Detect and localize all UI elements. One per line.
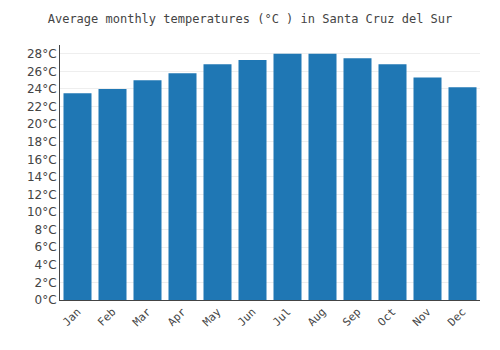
svg-text:May: May bbox=[200, 305, 224, 329]
svg-text:Oct: Oct bbox=[375, 306, 398, 329]
svg-text:Nov: Nov bbox=[410, 305, 434, 329]
svg-text:26°C: 26°C bbox=[27, 65, 57, 79]
svg-text:Jun: Jun bbox=[235, 306, 258, 329]
svg-text:Dec: Dec bbox=[445, 306, 468, 329]
svg-text:Jul: Jul bbox=[270, 306, 293, 329]
svg-text:24°C: 24°C bbox=[27, 82, 57, 96]
svg-text:20°C: 20°C bbox=[27, 117, 57, 131]
svg-text:Average monthly temperatures (: Average monthly temperatures (°C ) in Sa… bbox=[48, 12, 453, 26]
svg-text:Aug: Aug bbox=[305, 306, 328, 329]
svg-text:8°C: 8°C bbox=[35, 223, 57, 237]
svg-text:Jan: Jan bbox=[60, 306, 83, 329]
svg-text:2°C: 2°C bbox=[35, 276, 57, 290]
svg-text:Apr: Apr bbox=[165, 305, 189, 329]
svg-text:10°C: 10°C bbox=[27, 205, 57, 219]
svg-text:16°C: 16°C bbox=[27, 153, 57, 167]
svg-text:Feb: Feb bbox=[95, 306, 118, 329]
svg-text:6°C: 6°C bbox=[35, 240, 57, 254]
svg-text:22°C: 22°C bbox=[27, 100, 57, 114]
svg-text:Sep: Sep bbox=[340, 306, 363, 329]
svg-text:4°C: 4°C bbox=[35, 258, 57, 272]
svg-text:12°C: 12°C bbox=[27, 188, 57, 202]
svg-text:14°C: 14°C bbox=[27, 170, 57, 184]
svg-text:Mar: Mar bbox=[130, 305, 154, 329]
svg-text:28°C: 28°C bbox=[27, 47, 57, 61]
svg-text:18°C: 18°C bbox=[27, 135, 57, 149]
svg-text:0°C: 0°C bbox=[35, 293, 57, 307]
